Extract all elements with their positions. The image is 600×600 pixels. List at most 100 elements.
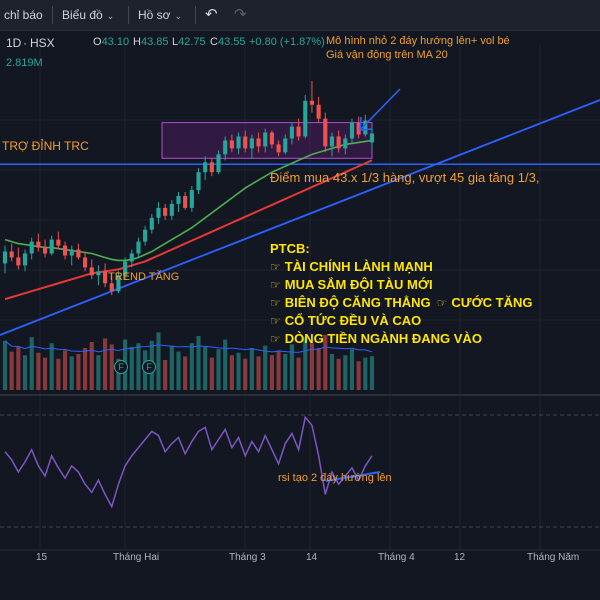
volume-bar	[136, 343, 141, 390]
candle-body	[236, 136, 241, 149]
profile-button[interactable]: Hồ sơ ⌄	[138, 0, 182, 30]
candle	[269, 130, 274, 149]
candle	[189, 186, 194, 212]
candle-body	[69, 249, 74, 256]
volume-bar	[129, 346, 134, 390]
candle	[209, 158, 214, 177]
rsi-note: rsi tạo 2 đáy hướng lên	[278, 472, 392, 484]
redo-icon[interactable]: ↷	[234, 6, 247, 23]
volume-bar	[229, 355, 234, 390]
high-value: 43.85	[140, 36, 169, 48]
candle	[2, 245, 8, 274]
rsi-trend-line	[325, 471, 381, 482]
candle-body	[203, 162, 208, 173]
open-key: O	[93, 36, 102, 48]
candle-body	[343, 138, 348, 149]
volume-ma-line	[4, 340, 373, 353]
candle-body	[116, 275, 121, 292]
candle-body	[163, 207, 168, 216]
candle	[103, 263, 108, 288]
candle	[29, 237, 34, 260]
fundamental-analysis-note: PTCB: ☞ TÀI CHÍNH LÀNH MẠNH ☞ MUA SẮM ĐỘI …	[270, 240, 533, 348]
chart-type-button[interactable]: Biểu đồ ⌄	[62, 0, 114, 30]
candle-body	[323, 118, 328, 147]
toolbar-divider	[52, 6, 53, 24]
undo-icon[interactable]: ↶	[205, 6, 218, 23]
candle	[96, 265, 101, 286]
event-badge[interactable]: F	[142, 360, 156, 374]
volume-bar	[36, 352, 41, 390]
volume-bar	[196, 336, 201, 390]
candle	[329, 132, 335, 157]
candle-body	[22, 253, 28, 266]
volume-bar	[296, 357, 301, 390]
indicators-button[interactable]: chỉ báo	[4, 8, 43, 22]
volume-value: 2.819M	[6, 57, 43, 69]
volume-bar	[189, 343, 194, 390]
hand-pointing-icon: ☞	[270, 332, 281, 346]
exchange-label[interactable]: HSX	[30, 36, 55, 50]
candle-body	[56, 239, 61, 246]
candle-body	[269, 132, 274, 145]
volume-bar	[243, 358, 248, 390]
volume-bar	[9, 351, 14, 390]
toolbar-divider	[195, 6, 196, 24]
close-value: 43.55	[217, 36, 246, 48]
candle	[22, 249, 28, 272]
candle-body	[369, 133, 375, 143]
candle	[316, 96, 321, 123]
candle	[156, 201, 161, 224]
volume-bar	[249, 348, 254, 390]
candle-body	[309, 100, 315, 105]
candle-body	[36, 241, 41, 248]
volume-bar	[256, 356, 261, 390]
price-chart[interactable]	[0, 30, 600, 600]
candle	[289, 122, 294, 145]
pattern-note-line1: Mô hình nhỏ 2 đáy hướng lên+ vol bé	[326, 35, 510, 47]
hand-pointing-icon: ☞	[270, 314, 281, 328]
candle-body	[109, 283, 114, 292]
candle-body	[2, 251, 8, 264]
interval-label[interactable]: 1D	[6, 36, 22, 50]
candle-body	[42, 247, 48, 254]
candle-body	[89, 267, 94, 276]
volume-bar	[16, 346, 21, 390]
candle	[129, 249, 134, 268]
candle	[309, 80, 315, 113]
candle-body	[29, 241, 34, 254]
legend-separator: ·	[23, 36, 27, 50]
candle-body	[289, 126, 294, 139]
candle-body	[96, 271, 101, 276]
volume-bar	[56, 358, 61, 390]
volume-bar	[176, 351, 181, 390]
volume-bar	[283, 354, 288, 390]
candle-body	[149, 217, 154, 230]
candle-body	[189, 190, 194, 208]
candle	[236, 132, 241, 155]
pattern-note: Mô hình nhỏ 2 đáy hướng lên+ vol bé Giá …	[326, 34, 510, 62]
candle-body	[143, 229, 148, 242]
candle	[223, 136, 228, 161]
candle	[116, 271, 121, 294]
candle	[369, 127, 375, 150]
volume-bar	[62, 350, 68, 390]
candles-group	[2, 80, 375, 296]
event-badge[interactable]: F	[114, 360, 128, 374]
top-toolbar: chỉ báo Biểu đồ ⌄ Hồ sơ ⌄ ↶ ↷	[0, 0, 600, 31]
candle	[69, 245, 74, 266]
volume-bar	[76, 354, 81, 390]
candle	[249, 134, 254, 159]
candle	[349, 118, 355, 143]
volume-bar	[22, 355, 28, 390]
candle-body	[76, 249, 81, 258]
candle-body	[276, 144, 281, 153]
change-value: +0.80 (+1.87%)	[249, 36, 325, 48]
x-axis-label: Tháng Hai	[113, 552, 160, 563]
volume-bar	[369, 356, 375, 390]
candle-body	[256, 138, 261, 147]
candle	[83, 251, 88, 272]
ptcb-item: CƯỚC TĂNG	[451, 295, 533, 310]
volume-bar	[236, 352, 241, 390]
volume-bar	[49, 343, 54, 390]
x-axis-label: 15	[36, 552, 48, 563]
